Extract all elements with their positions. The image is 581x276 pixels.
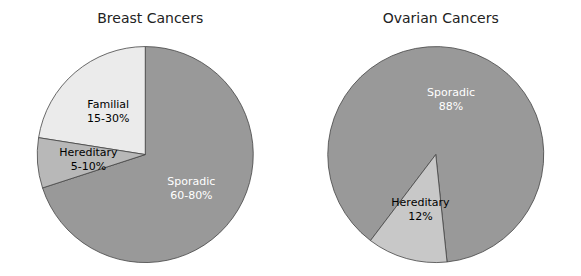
svg-text:Ovarian Cancers: Ovarian Cancers xyxy=(383,10,499,26)
svg-text:Hereditary: Hereditary xyxy=(391,196,450,209)
svg-text:Hereditary: Hereditary xyxy=(59,146,118,159)
svg-text:Breast Cancers: Breast Cancers xyxy=(97,10,203,26)
svg-text:Sporadic: Sporadic xyxy=(167,175,215,188)
svg-text:Sporadic: Sporadic xyxy=(427,86,475,99)
svg-text:Familial: Familial xyxy=(87,98,129,111)
svg-text:88%: 88% xyxy=(439,100,463,113)
svg-text:12%: 12% xyxy=(408,210,432,223)
svg-text:15-30%: 15-30% xyxy=(87,112,129,125)
svg-text:5-10%: 5-10% xyxy=(71,160,106,173)
svg-text:60-80%: 60-80% xyxy=(170,189,212,202)
